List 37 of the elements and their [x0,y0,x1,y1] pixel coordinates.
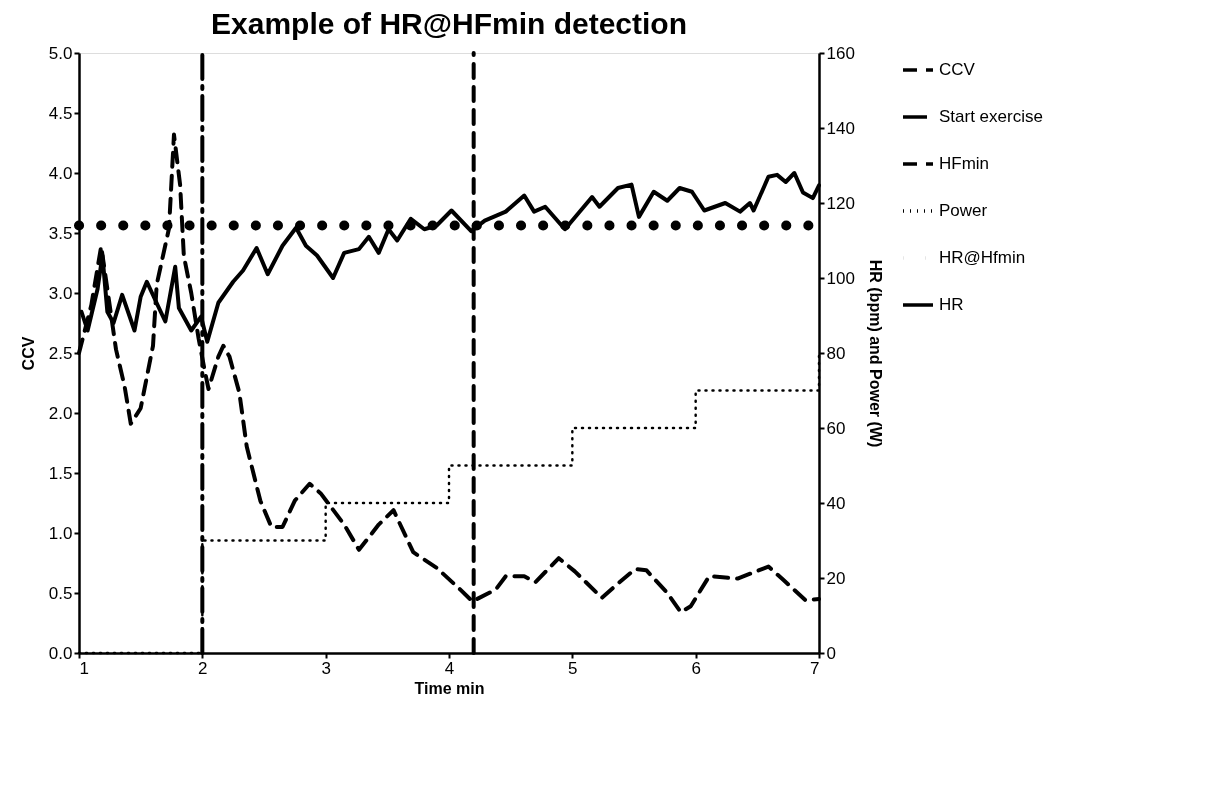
y2-tick-label: 120 [826,193,855,213]
y-tick-label: 4.0 [48,163,73,183]
y-tick-label: 3.5 [48,223,73,243]
y-tick-label: 4.5 [48,103,73,123]
y2-tick-label: 160 [826,43,855,63]
y-tick-label: 1.0 [48,523,73,543]
x-axis-title: Time min [414,679,485,697]
legend-label: Start exercise [939,107,1043,126]
y-tick-label: 2.5 [48,343,73,363]
y-tick-label: 5.0 [48,43,73,63]
x-tick-label: 1 [79,658,89,678]
y2-tick-label: 0 [826,643,836,663]
y2-tick-label: 80 [826,343,846,363]
y2-tick-label: 20 [826,568,846,588]
legend-label: HR [939,295,964,314]
y-axis-title: CCV [19,336,37,371]
x-tick-label: 2 [198,658,208,678]
y-tick-label: 3.0 [48,283,73,303]
y-tick-label: 1.5 [48,463,73,483]
chart-title: Example of HR@HFmin detection [211,7,687,40]
y2-tick-label: 140 [826,118,855,138]
legend-label: HFmin [939,154,990,173]
y-tick-label: 0.0 [48,643,73,663]
x-tick-label: 4 [444,658,455,678]
legend-label: CCV [939,60,976,79]
legend-label: HR@Hfmin [939,248,1026,267]
y-tick-label: 2.0 [48,403,73,423]
y2-tick-label: 100 [826,268,855,288]
x-tick-label: 7 [810,658,820,678]
x-tick-label: 5 [568,658,578,678]
x-tick-label: 6 [691,658,701,678]
legend-label: Power [939,201,988,220]
y2-tick-label: 40 [826,493,846,513]
y-tick-label: 0.5 [48,583,73,603]
x-tick-label: 3 [321,658,331,678]
y2-axis-title: HR (bpm) and Power (W) [866,259,884,448]
y2-tick-label: 60 [826,418,846,438]
